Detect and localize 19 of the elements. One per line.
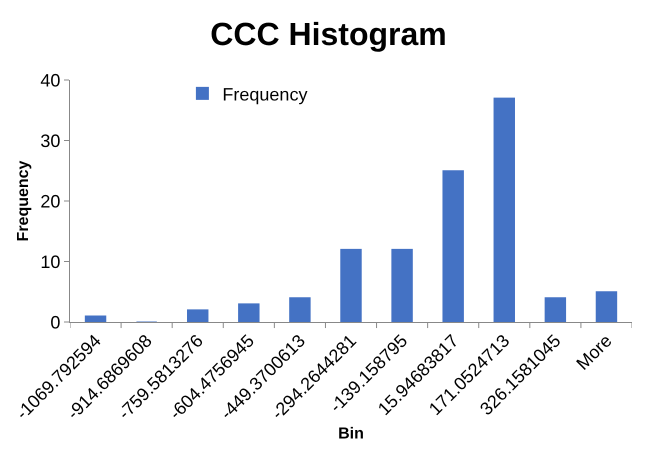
bar (442, 170, 464, 322)
y-tick-label: 40 (40, 70, 60, 90)
bar (238, 303, 260, 322)
bar (84, 315, 106, 322)
chart-title: CCC Histogram (210, 16, 447, 52)
y-tick-label: 10 (40, 252, 60, 272)
bar (494, 98, 515, 322)
bar (340, 248, 362, 322)
y-tick-label: 20 (40, 191, 60, 212)
x-axis-title: Bin (338, 425, 364, 442)
bar (596, 291, 618, 322)
bar (289, 297, 311, 322)
y-tick-label: 30 (40, 130, 60, 151)
bar (391, 248, 413, 322)
y-axis-title: Frequency (15, 160, 32, 242)
y-tick-label: 0 (50, 312, 60, 332)
bar (187, 309, 208, 322)
bar (544, 297, 566, 322)
legend-label: Frequency (222, 84, 308, 104)
